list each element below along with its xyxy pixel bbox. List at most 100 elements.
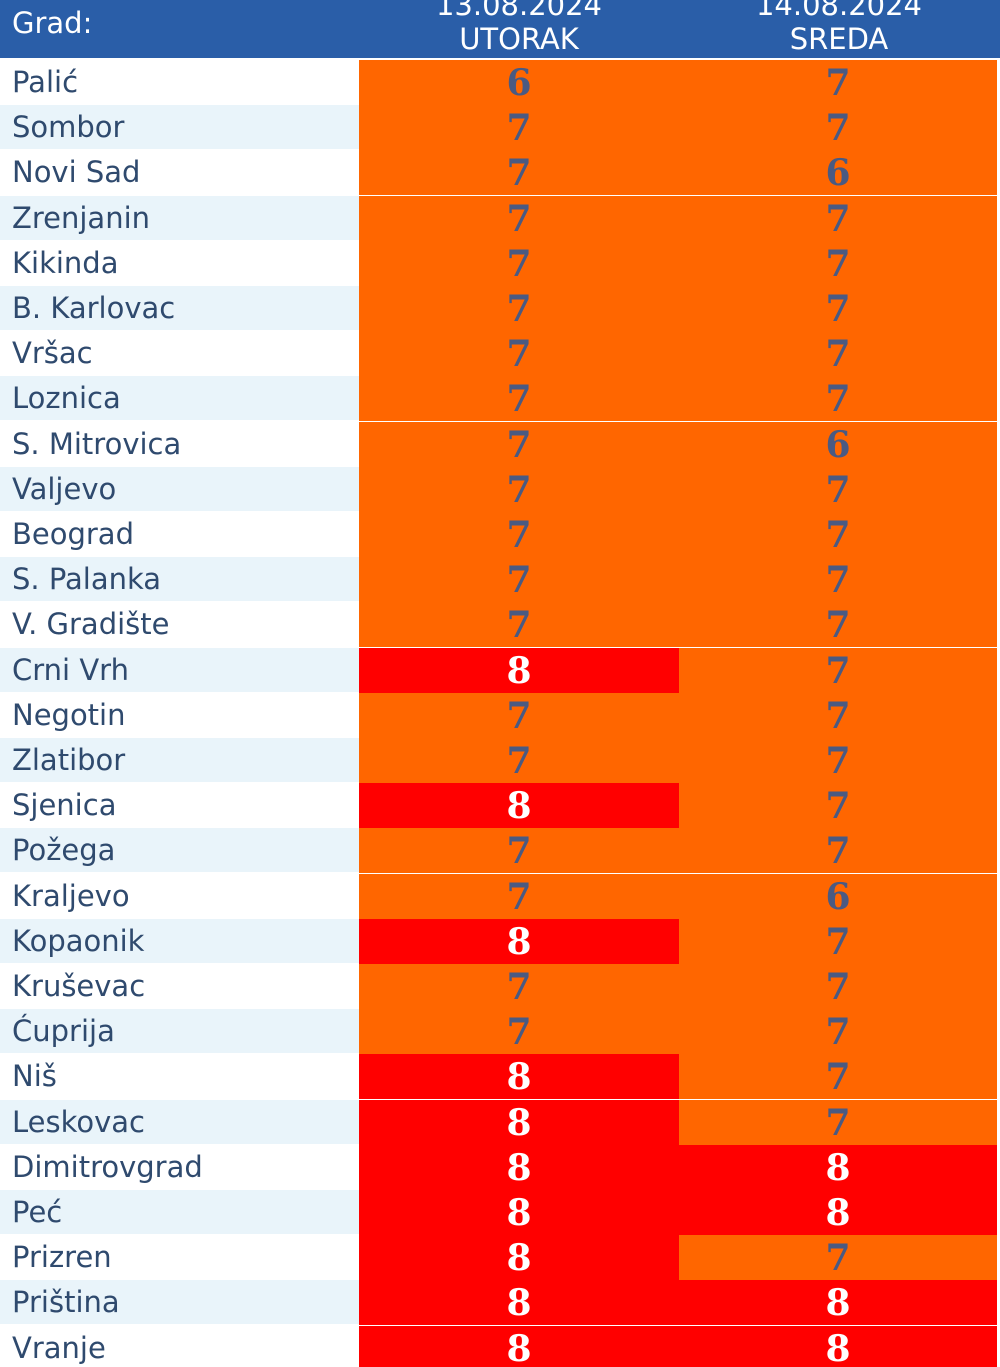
city-name: Kopaonik [0, 918, 359, 964]
table-row: S. Palanka 7 7 [0, 557, 1000, 603]
uv-value-day-2: 7 [679, 1054, 997, 1100]
city-name: Zlatibor [0, 738, 359, 783]
table-row: Zrenjanin 7 7 [0, 195, 1000, 241]
uv-value-day-1: 7 [359, 557, 679, 603]
uv-value-day-1: 7 [359, 1009, 679, 1055]
table-row: Dimitrovgrad 8 8 [0, 1144, 1000, 1190]
city-name: S. Mitrovica [0, 421, 359, 467]
uv-value-day-1: 8 [359, 1325, 679, 1367]
uv-value-day-2: 7 [679, 828, 997, 874]
city-name: Požega [0, 828, 359, 874]
table-row: Palić 6 7 [0, 60, 1000, 105]
uv-value-day-1: 7 [359, 873, 679, 919]
table-row: Negotin 7 7 [0, 692, 1000, 738]
day-weekday-1: UTORAK [459, 22, 579, 56]
uv-value-day-2: 7 [679, 557, 997, 603]
city-name: Priština [0, 1280, 359, 1326]
city-name: Vranje [0, 1325, 359, 1367]
city-name: Beograd [0, 512, 359, 557]
uv-value-day-2: 7 [679, 1009, 997, 1055]
uv-value-day-1: 7 [359, 286, 679, 331]
table-row: Prizren 8 7 [0, 1235, 1000, 1281]
day-date-2: 14.08.2024 [755, 0, 923, 22]
uv-value-day-2: 7 [679, 738, 997, 783]
table-row: Valjevo 7 7 [0, 466, 1000, 512]
uv-value-day-2: 7 [679, 647, 997, 693]
uv-value-day-1: 7 [359, 331, 679, 377]
table-row: Kraljevo 7 6 [0, 873, 1000, 919]
table-header: Grad: 13.08.2024 UTORAK 14.08.2024 SREDA [0, 0, 1000, 60]
uv-value-day-1: 7 [359, 964, 679, 1009]
city-name: Kraljevo [0, 873, 359, 919]
uv-value-day-2: 8 [679, 1325, 997, 1367]
city-name: Niš [0, 1054, 359, 1100]
uv-value-day-2: 7 [679, 331, 997, 377]
table-row: Vršac 7 7 [0, 331, 1000, 377]
day-column-header-2: 14.08.2024 SREDA [679, 0, 999, 56]
uv-value-day-1: 7 [359, 512, 679, 557]
city-name: Loznica [0, 376, 359, 422]
uv-value-day-2: 8 [679, 1144, 997, 1190]
city-name: Prizren [0, 1235, 359, 1281]
uv-value-day-1: 8 [359, 918, 679, 964]
table-row: Novi Sad 7 6 [0, 150, 1000, 196]
city-name: Negotin [0, 692, 359, 738]
uv-value-day-2: 7 [679, 195, 997, 241]
city-name: Palić [0, 60, 359, 105]
table-row: Priština 8 8 [0, 1280, 1000, 1326]
city-column-header: Grad: [12, 6, 93, 40]
city-name: Sjenica [0, 783, 359, 829]
uv-value-day-1: 7 [359, 466, 679, 512]
uv-value-day-1: 7 [359, 828, 679, 874]
city-name: S. Palanka [0, 557, 359, 603]
table-row: Sjenica 8 7 [0, 783, 1000, 829]
uv-value-day-1: 7 [359, 105, 679, 151]
table-row: Loznica 7 7 [0, 376, 1000, 422]
uv-value-day-1: 7 [359, 738, 679, 783]
city-name: V. Gradište [0, 602, 359, 648]
city-name: Sombor [0, 105, 359, 151]
table-row: V. Gradište 7 7 [0, 602, 1000, 648]
table-row: Vranje 8 8 [0, 1325, 1000, 1367]
uv-value-day-2: 8 [679, 1280, 997, 1326]
city-name: Crni Vrh [0, 647, 359, 693]
uv-value-day-2: 7 [679, 376, 997, 422]
uv-value-day-1: 7 [359, 692, 679, 738]
uv-value-day-1: 7 [359, 240, 679, 286]
table-row: Crni Vrh 8 7 [0, 647, 1000, 693]
uv-value-day-1: 7 [359, 376, 679, 422]
uv-value-day-2: 7 [679, 918, 997, 964]
table-row: S. Mitrovica 7 6 [0, 421, 1000, 467]
uv-value-day-1: 7 [359, 195, 679, 241]
day-date-1: 13.08.2024 [435, 0, 603, 22]
table-row: Beograd 7 7 [0, 512, 1000, 557]
uv-value-day-2: 7 [679, 1235, 997, 1281]
uv-value-day-2: 7 [679, 1099, 997, 1145]
table-row: Leskovac 8 7 [0, 1099, 1000, 1145]
uv-value-day-1: 8 [359, 647, 679, 693]
city-name: Kikinda [0, 240, 359, 286]
city-name: Leskovac [0, 1099, 359, 1145]
uv-value-day-1: 7 [359, 421, 679, 467]
day-column-header-1: 13.08.2024 UTORAK [359, 0, 679, 56]
uv-value-day-1: 8 [359, 1099, 679, 1145]
uv-value-day-1: 8 [359, 1054, 679, 1100]
uv-value-day-2: 7 [679, 60, 997, 105]
city-name: B. Karlovac [0, 286, 359, 331]
table-row: Niš 8 7 [0, 1054, 1000, 1100]
table-row: Zlatibor 7 7 [0, 738, 1000, 783]
table-row: Kikinda 7 7 [0, 240, 1000, 286]
city-name: Peć [0, 1190, 359, 1235]
table-row: Ćuprija 7 7 [0, 1009, 1000, 1055]
uv-value-day-2: 7 [679, 512, 997, 557]
uv-value-day-1: 8 [359, 1280, 679, 1326]
uv-value-day-1: 7 [359, 602, 679, 648]
table-row: B. Karlovac 7 7 [0, 286, 1000, 331]
uv-value-day-2: 6 [679, 421, 997, 467]
city-name: Zrenjanin [0, 195, 359, 241]
city-name: Dimitrovgrad [0, 1144, 359, 1190]
table-row: Kruševac 7 7 [0, 964, 1000, 1009]
table-row: Peć 8 8 [0, 1190, 1000, 1235]
uv-value-day-2: 7 [679, 286, 997, 331]
